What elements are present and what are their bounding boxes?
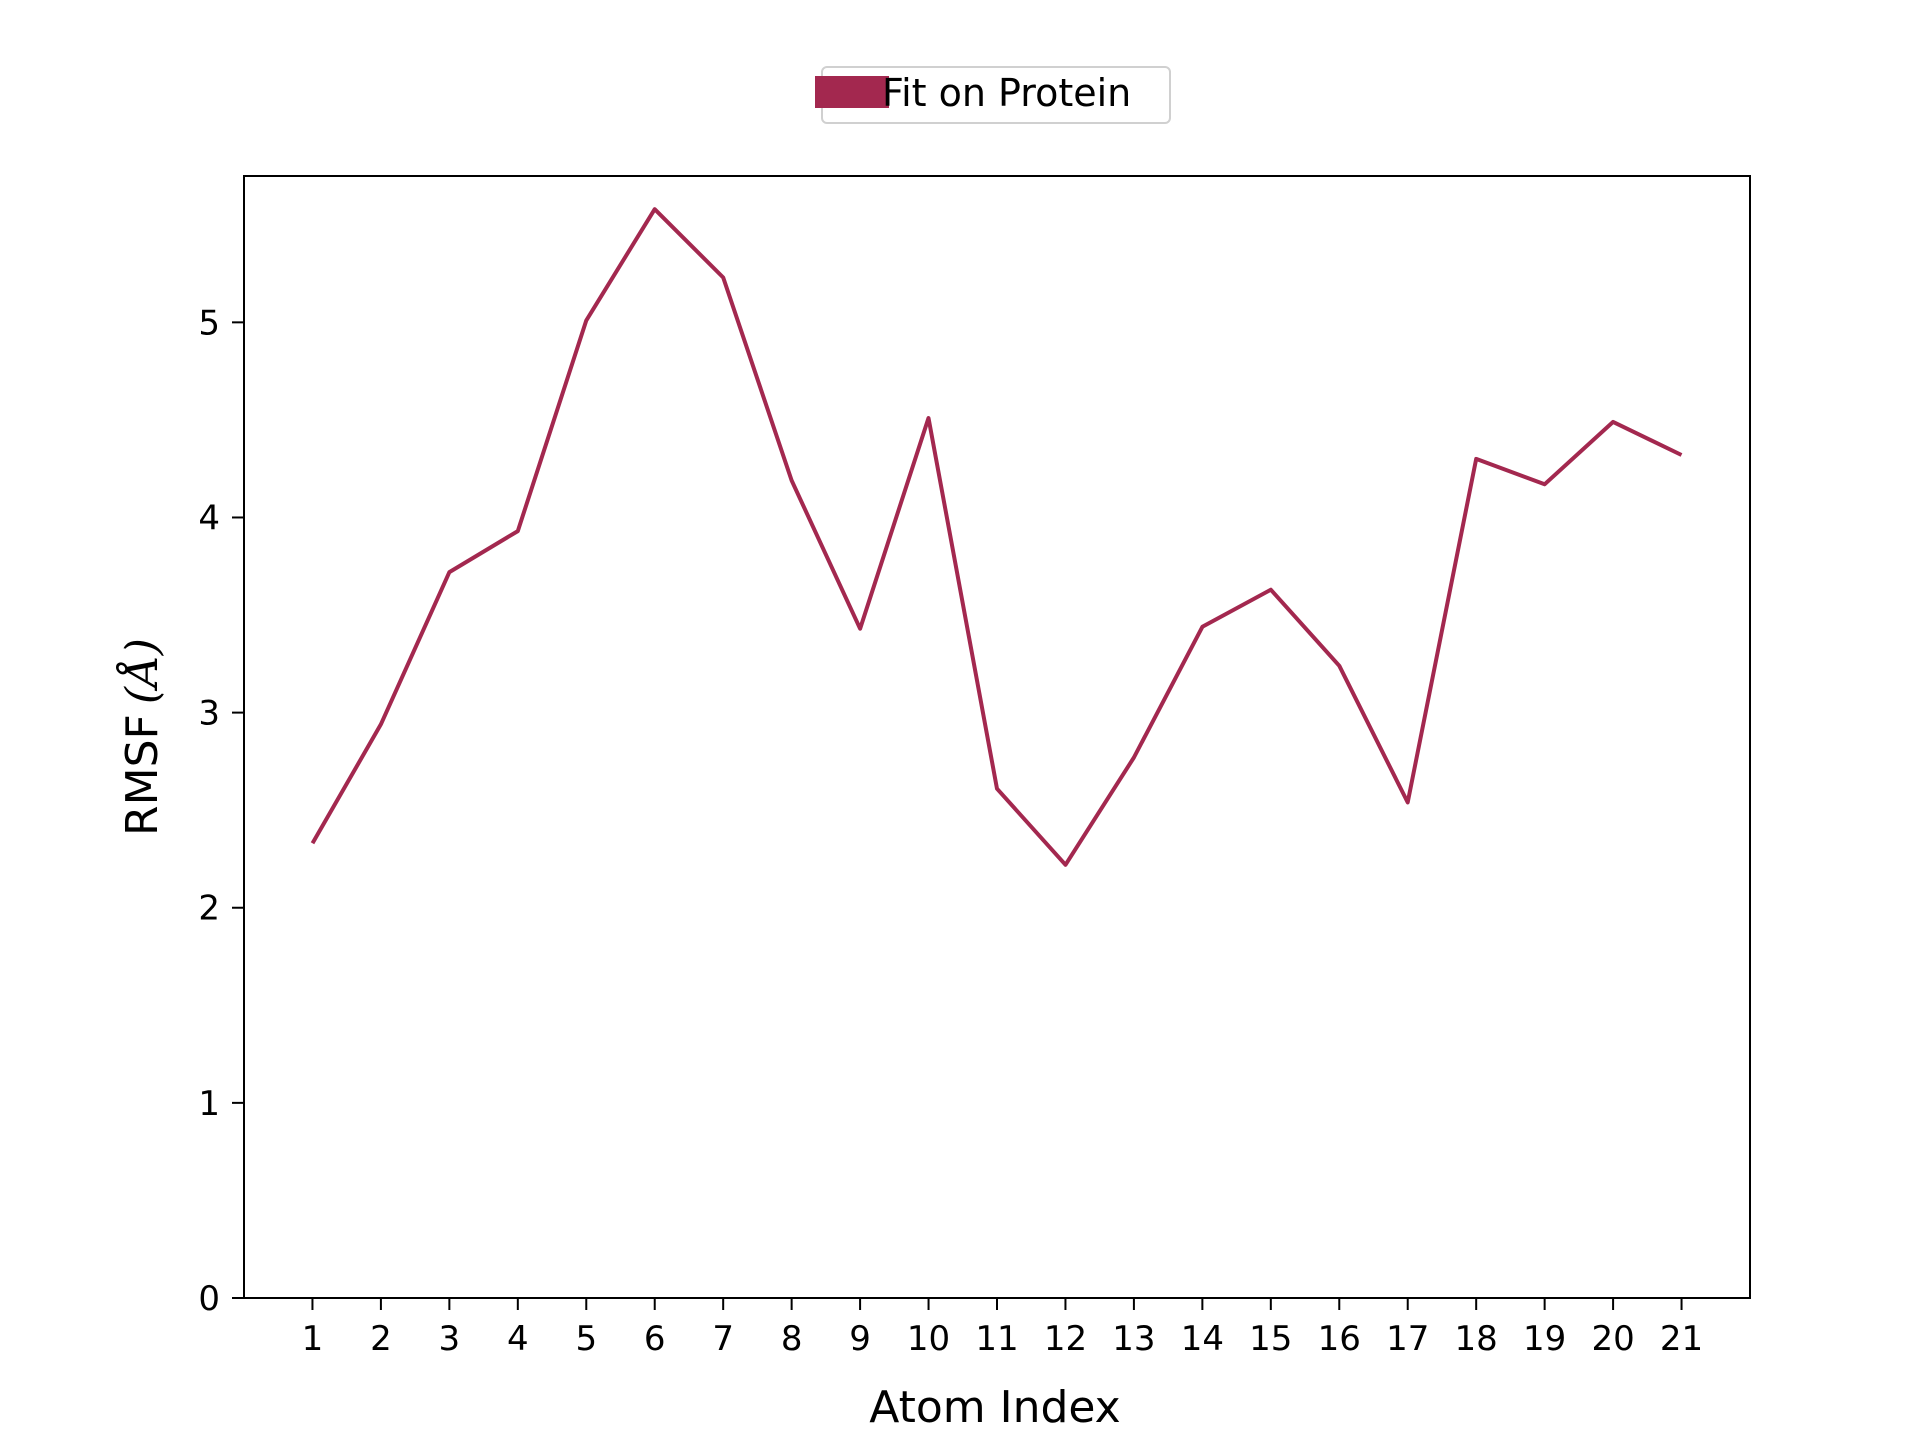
x-tick-label: 6	[644, 1319, 666, 1359]
x-tick-label: 5	[575, 1319, 597, 1359]
x-tick-label: 14	[1181, 1319, 1224, 1359]
x-axis-label: Atom Index	[869, 1382, 1120, 1433]
x-tick-label: 3	[439, 1319, 461, 1359]
legend-label: Fit on Protein	[882, 71, 1131, 115]
x-tick-label: 18	[1455, 1319, 1498, 1359]
x-tick-label: 11	[975, 1319, 1018, 1359]
y-tick-label: 0	[198, 1279, 220, 1319]
x-axis: 1 2 3 4 5 6 7 8 9 10 11 12 13 14 15 16 17 18 19 20 21	[302, 1298, 1703, 1359]
y-axis-label-open-paren: (	[117, 686, 168, 704]
x-tick-label: 7	[712, 1319, 734, 1359]
x-tick-label: 19	[1523, 1319, 1566, 1359]
x-tick-label: 9	[849, 1319, 871, 1359]
y-axis-label-close-paren: )	[117, 638, 168, 656]
x-tick-label: 2	[370, 1319, 392, 1359]
x-tick-label: 16	[1318, 1319, 1361, 1359]
y-axis-label-prefix: RMSF	[117, 714, 168, 836]
y-axis-label-unit: Å	[115, 655, 168, 692]
series-line-fit-on-protein	[310, 207, 1683, 867]
legend-swatch	[815, 76, 889, 108]
y-tick-label: 3	[198, 694, 220, 734]
x-tick-label: 17	[1386, 1319, 1429, 1359]
x-tick-label: 8	[781, 1319, 803, 1359]
y-axis-label: RMSF (Å)	[115, 638, 168, 836]
y-tick-label: 2	[198, 889, 220, 929]
x-tick-label: 4	[507, 1319, 529, 1359]
x-tick-label: 13	[1112, 1319, 1155, 1359]
y-axis: 0 1 2 3 4 5	[198, 303, 244, 1319]
y-tick-label: 1	[198, 1084, 220, 1124]
series-layer	[310, 207, 1683, 867]
x-tick-label: 15	[1249, 1319, 1292, 1359]
x-tick-label: 10	[907, 1319, 950, 1359]
x-tick-label: 20	[1591, 1319, 1634, 1359]
x-tick-label: 1	[302, 1319, 324, 1359]
legend: Fit on Protein	[815, 66, 1171, 124]
plot-area-frame	[243, 175, 1751, 1299]
y-tick-label: 5	[198, 303, 220, 343]
x-tick-label: 21	[1660, 1319, 1703, 1359]
x-tick-label: 12	[1044, 1319, 1087, 1359]
y-tick-label: 4	[198, 498, 220, 538]
